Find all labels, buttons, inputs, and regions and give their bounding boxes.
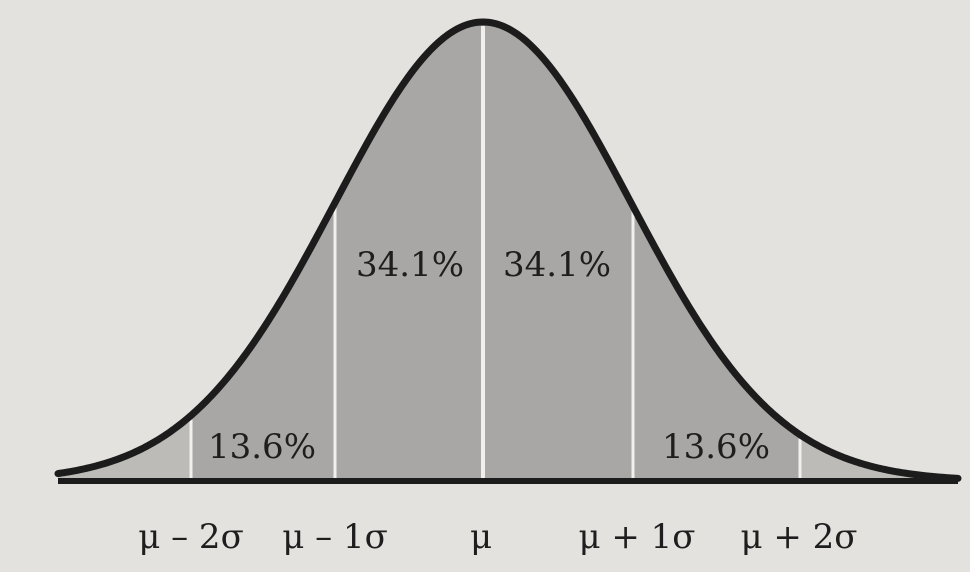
- region-label-mean-plus1: 34.1%: [503, 245, 611, 285]
- axis-label-mu: μ: [470, 517, 492, 557]
- region-label-plus1-plus2: 13.6%: [662, 427, 770, 467]
- region-0: [58, 415, 191, 481]
- region-4: [633, 206, 800, 482]
- axis-label-mu-plus-2sigma: μ + 2σ: [740, 517, 857, 557]
- region-3: [483, 22, 633, 481]
- region-label-minus2-minus1: 13.6%: [208, 427, 316, 467]
- axis-label-mu-plus-1sigma: μ + 1σ: [578, 517, 695, 557]
- axis-label-mu-minus-1sigma: μ – 1σ: [282, 517, 388, 557]
- dividers-layer: [189, 26, 802, 478]
- axis-label-mu-minus-2sigma: μ – 2σ: [138, 517, 244, 557]
- bell-curve: [54, 18, 962, 482]
- region-label-minus1-mean: 34.1%: [356, 245, 464, 285]
- region-5: [800, 434, 958, 481]
